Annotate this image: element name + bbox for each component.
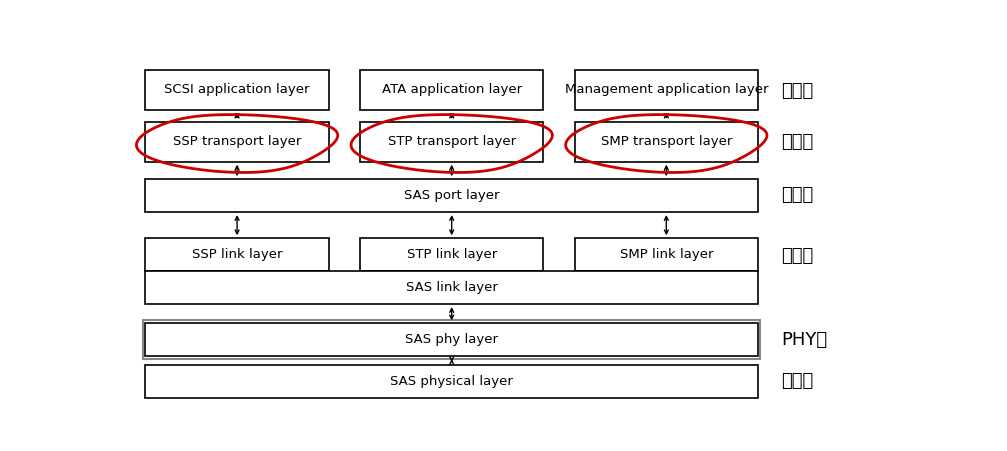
Bar: [575, 122, 758, 162]
Text: STP link layer: STP link layer: [407, 248, 496, 261]
Text: SMP link layer: SMP link layer: [619, 248, 713, 261]
Text: SMP transport layer: SMP transport layer: [600, 135, 732, 148]
Text: SSP link layer: SSP link layer: [192, 248, 282, 261]
Text: SAS phy layer: SAS phy layer: [405, 333, 498, 346]
Bar: [145, 70, 329, 110]
Bar: [361, 238, 544, 271]
Text: Management application layer: Management application layer: [565, 83, 768, 96]
Bar: [361, 70, 544, 110]
Text: 应用层: 应用层: [781, 82, 814, 100]
Text: SAS port layer: SAS port layer: [404, 189, 499, 202]
Text: SAS physical layer: SAS physical layer: [391, 375, 514, 388]
Text: ATA application layer: ATA application layer: [382, 83, 522, 96]
Text: PHY层: PHY层: [781, 331, 828, 349]
Bar: [145, 271, 758, 304]
Text: 物理层: 物理层: [781, 372, 814, 390]
Bar: [575, 238, 758, 271]
Bar: [575, 70, 758, 110]
Text: 端口层: 端口层: [781, 186, 814, 204]
Bar: [143, 321, 760, 359]
Text: SAS link layer: SAS link layer: [406, 281, 497, 294]
Text: SCSI application layer: SCSI application layer: [164, 83, 310, 96]
Bar: [145, 122, 329, 162]
Bar: [145, 179, 758, 212]
Bar: [145, 365, 758, 398]
Bar: [145, 238, 329, 271]
Text: SSP transport layer: SSP transport layer: [173, 135, 301, 148]
Text: 链路层: 链路层: [781, 247, 814, 265]
Bar: [361, 122, 544, 162]
Text: STP transport layer: STP transport layer: [388, 135, 516, 148]
Bar: [145, 323, 758, 356]
Text: 传输层: 传输层: [781, 133, 814, 151]
